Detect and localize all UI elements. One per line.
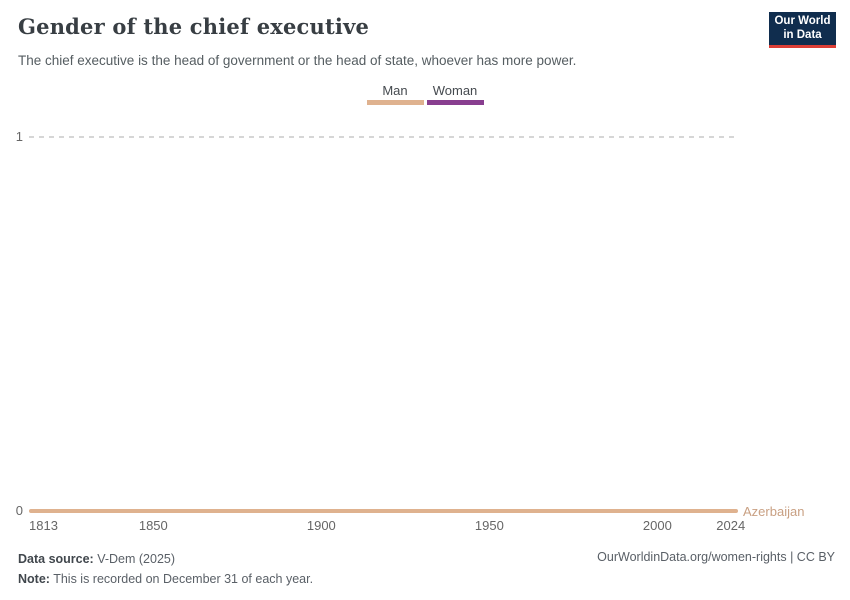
footer-notes: Data source: V-Dem (2025) Note: This is … [18,549,313,589]
x-axis: 1813 1850 1900 1950 2000 2024 [0,518,850,534]
x-tick-label: 1850 [138,518,168,533]
legend: Man Woman [0,83,850,105]
y-tick-label-1: 1 [15,129,23,144]
page-title: Gender of the chief executive [18,14,370,39]
note-label: Note: [18,572,50,586]
x-tick-label: 1950 [474,518,504,533]
owid-logo[interactable]: Our World in Data [769,12,836,48]
legend-swatch-man [366,100,424,105]
legend-label-man: Man [382,83,408,98]
data-source-value: V-Dem (2025) [93,552,176,566]
x-tick-label: 1900 [306,518,336,533]
legend-swatch-woman [426,100,484,105]
data-source-label: Data source: [18,552,94,566]
owid-logo-line1: Our World [774,14,831,27]
gridline-y1 [29,136,738,138]
legend-item-woman[interactable]: Woman [426,83,484,105]
x-tick-label: 2000 [642,518,672,533]
data-source-line: Data source: V-Dem (2025) [18,549,313,569]
attribution-link[interactable]: OurWorldinData.org/women-rights | CC BY [597,550,835,564]
series-line[interactable] [29,509,738,513]
legend-item-man[interactable]: Man [366,83,424,105]
owid-logo-line2: in Data [783,28,822,41]
y-tick-label-0: 0 [15,503,23,518]
note-line: Note: This is recorded on December 31 of… [18,569,313,589]
chart-subtitle: The chief executive is the head of gover… [18,53,577,68]
series-label[interactable]: Azerbaijan [743,504,805,519]
note-value: This is recorded on December 31 of each … [49,572,314,586]
x-tick-label: 2024 [716,518,746,533]
legend-label-woman: Woman [432,83,478,98]
x-tick-label: 1813 [29,518,58,533]
